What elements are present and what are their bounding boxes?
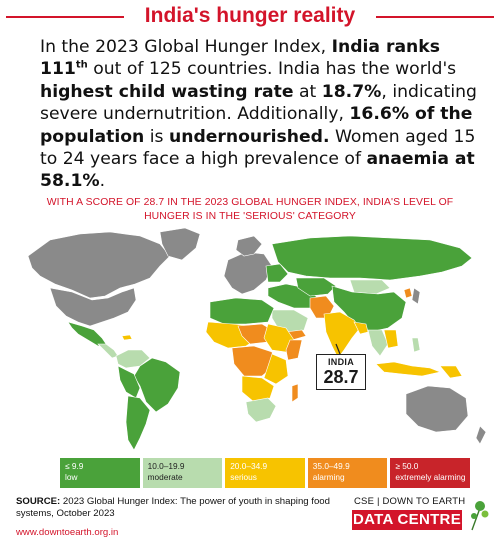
region-venezuela-colombia	[115, 349, 151, 369]
region-europe	[223, 251, 273, 295]
legend-item-moderate: 10.0–19.9 moderate	[142, 458, 223, 488]
region-central-america	[97, 343, 119, 359]
india-label: INDIA	[328, 357, 354, 367]
region-peru-bolivia	[117, 365, 141, 399]
legend-item-low: ≤ 9.9 low	[60, 458, 140, 488]
region-laos-cambodia	[383, 329, 399, 349]
india-score: 28.7	[323, 367, 359, 387]
region-east-africa	[263, 353, 289, 385]
region-papua-new-guinea	[439, 365, 463, 379]
legend-item-serious: 20.0–34.9 serious	[225, 458, 305, 488]
region-scandinavia	[235, 235, 263, 257]
region-southern-africa	[245, 397, 277, 423]
source-note: SOURCE: 2023 Global Hunger Index: The po…	[16, 496, 336, 521]
region-korea-japan	[411, 287, 421, 305]
intro-text: , indicating severe undernutrition. Addi…	[40, 81, 477, 125]
region-canada	[27, 231, 171, 299]
world-map-svg	[27, 227, 487, 451]
source-text: 2023 Global Hunger Index: The power of y…	[16, 496, 330, 520]
intro-text: out of 125 countries. India has the worl…	[87, 59, 457, 80]
region-north-africa	[209, 297, 275, 325]
legend-item-alarming: 35.0–49.9 alarming	[307, 458, 388, 488]
intro-text: In the 2023 Global Hunger Index,	[40, 37, 332, 57]
region-philippines	[411, 337, 421, 353]
intro-text: Women aged 15 to 24 years face a high pr…	[40, 126, 476, 170]
title-row: India's hunger reality	[0, 4, 500, 30]
intro-text: at	[293, 81, 322, 102]
region-somalia	[285, 339, 303, 361]
brand-data-centre: DATA CENTRE	[352, 510, 462, 530]
world-hunger-map	[10, 226, 490, 456]
region-myanmar-thailand	[367, 329, 389, 357]
title-rule-right	[376, 16, 494, 18]
legend-range: 35.0–49.9	[312, 461, 350, 471]
legend-range: ≤ 9.9	[65, 461, 84, 471]
page-title: India's hunger reality	[144, 4, 356, 27]
legend-label: moderate	[147, 471, 183, 482]
legend-label: serious	[230, 471, 257, 482]
region-nepal-bangladesh	[353, 321, 369, 335]
intro-highlight: India ranks 111	[40, 37, 440, 80]
intro-highlight: anaemia at 58.1%	[40, 149, 475, 192]
region-angola-zambia	[241, 375, 275, 403]
legend-label: alarming	[312, 471, 345, 482]
region-central-asia	[295, 277, 337, 297]
intro-text: is	[144, 126, 169, 147]
intro-highlight: 16.6% of the population	[40, 104, 473, 147]
region-mexico	[67, 321, 107, 347]
region-new-zealand	[475, 425, 487, 445]
intro-highlight: 18.7%	[321, 81, 382, 102]
region-ukraine-belarus	[265, 263, 289, 283]
region-madagascar	[291, 383, 299, 403]
legend-range: ≥ 50.0	[395, 461, 419, 471]
india-callout-pointer	[335, 343, 341, 355]
intro-highlight: highest child wasting rate	[40, 81, 294, 102]
region-north-korea	[403, 287, 413, 299]
region-argentina-chile	[125, 395, 151, 451]
map-legend: ≤ 9.9 low 10.0–19.9 moderate 20.0–34.9 s…	[60, 458, 470, 488]
intro-paragraph: In the 2023 Global Hunger Index, India r…	[40, 36, 492, 193]
legend-label: low	[65, 471, 78, 482]
legend-range: 10.0–19.9	[147, 461, 185, 471]
intro-text: .	[99, 171, 106, 192]
region-mongolia	[349, 279, 391, 295]
intro-highlight: undernourished.	[168, 126, 330, 147]
region-sudan-ethiopia	[263, 323, 295, 353]
intro-superscript: th	[75, 59, 88, 71]
leaf-icon	[471, 501, 489, 531]
legend-range: 20.0–34.9	[230, 461, 268, 471]
legend-label: extremely alarming	[395, 471, 466, 482]
region-china	[331, 285, 407, 333]
website-link[interactable]: www.downtoearth.org.in	[16, 527, 119, 538]
source-label: SOURCE:	[16, 496, 61, 507]
title-rule-left	[6, 16, 124, 18]
region-indonesia	[375, 361, 442, 377]
region-russia	[271, 235, 473, 281]
legend-item-extremely-alarming: ≥ 50.0 extremely alarming	[390, 458, 470, 488]
region-usa	[49, 287, 137, 327]
region-india	[323, 311, 361, 359]
region-australia	[405, 385, 469, 433]
region-caribbean	[121, 334, 133, 341]
brand-publisher: CSE | DOWN TO EARTH	[354, 496, 466, 507]
region-greenland	[159, 227, 201, 261]
map-subheading: WITH A SCORE OF 28.7 IN THE 2023 GLOBAL …	[46, 197, 454, 222]
brand-logo: CSE | DOWN TO EARTH DATA CENTRE	[348, 496, 494, 536]
india-score-callout: INDIA 28.7	[316, 354, 366, 390]
